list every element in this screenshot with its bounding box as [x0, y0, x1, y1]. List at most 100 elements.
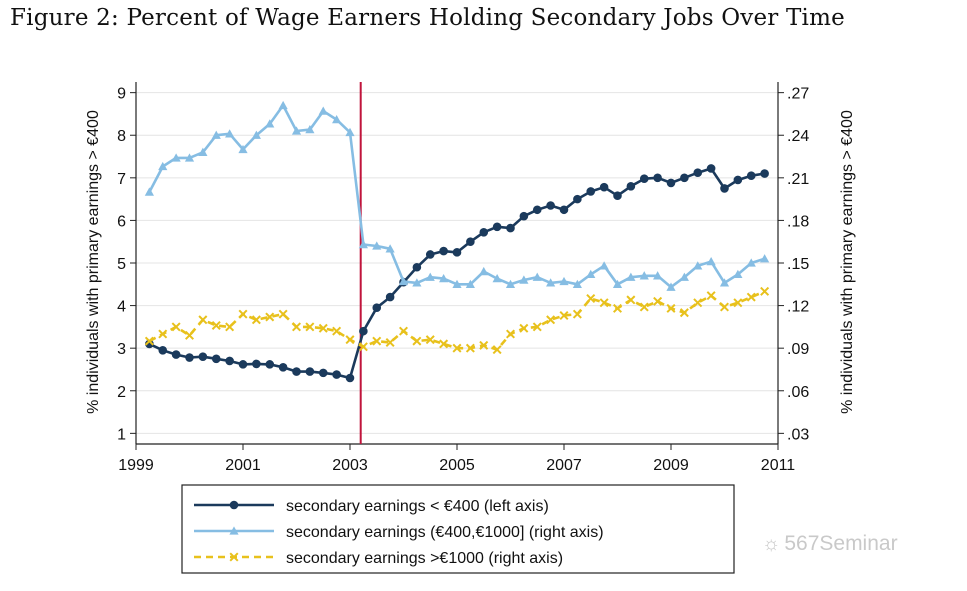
series-2 — [144, 100, 770, 291]
data-point — [238, 144, 248, 154]
data-point — [492, 222, 502, 232]
series-1 — [145, 164, 769, 383]
data-point — [760, 286, 770, 296]
data-point — [238, 309, 248, 319]
y-axis-label-left: % individuals with primary earnings > €4… — [85, 110, 102, 414]
data-point-stroke — [653, 296, 663, 306]
data-point — [211, 354, 221, 364]
data-point-stroke — [265, 312, 275, 322]
data-point — [158, 329, 168, 339]
data-point-stroke — [666, 303, 676, 313]
data-point-stroke — [198, 315, 208, 325]
data-point — [372, 336, 382, 346]
data-point — [358, 239, 368, 249]
data-point-stroke — [158, 329, 168, 339]
y-tick-label-right: .03 — [787, 426, 809, 443]
data-point — [372, 241, 382, 250]
data-point — [559, 276, 569, 286]
y-tick-label-right: .09 — [787, 341, 809, 358]
data-point — [385, 244, 395, 253]
data-point — [345, 335, 355, 345]
data-point-stroke — [612, 303, 623, 313]
data-point-stroke — [719, 302, 730, 312]
data-point — [225, 129, 235, 138]
data-point-stroke — [439, 339, 449, 349]
data-point-stroke — [452, 343, 462, 353]
data-point — [251, 130, 261, 139]
data-point — [492, 274, 502, 283]
data-point — [345, 127, 355, 137]
data-point-stroke — [385, 337, 395, 348]
data-point-stroke — [358, 342, 368, 352]
data-point — [479, 340, 489, 350]
data-point — [278, 309, 288, 319]
data-point — [265, 360, 275, 369]
watermark-text: 567Seminar — [784, 532, 898, 555]
data-point — [265, 119, 275, 128]
y-axis-label-right: % individuals with primary earnings > €4… — [839, 110, 856, 414]
series-layer — [144, 82, 770, 444]
data-point — [229, 552, 239, 562]
data-point — [706, 291, 716, 301]
data-point — [733, 175, 743, 185]
data-point — [693, 298, 703, 308]
data-point-stroke — [639, 302, 649, 312]
data-point — [332, 115, 342, 124]
data-point — [305, 322, 315, 332]
data-point — [746, 292, 756, 302]
data-point — [278, 363, 288, 372]
data-point — [358, 342, 368, 352]
data-point — [171, 153, 181, 162]
legend-label: secondary earnings < €400 (left axis) — [286, 498, 549, 515]
data-point-stroke — [332, 326, 342, 336]
data-point-stroke — [679, 308, 689, 318]
data-point-stroke — [184, 330, 195, 340]
data-point-stroke — [746, 292, 756, 302]
data-point — [519, 323, 529, 333]
data-point — [439, 274, 449, 283]
data-point — [332, 326, 342, 336]
data-point — [693, 168, 703, 178]
data-point-stroke — [398, 326, 409, 336]
data-point — [252, 359, 261, 369]
data-point — [639, 271, 649, 280]
data-point — [505, 279, 516, 288]
y-tick-label-right: .24 — [787, 128, 809, 145]
y-tick-label-left: 9 — [117, 86, 126, 103]
data-point — [546, 201, 555, 210]
data-point — [559, 311, 569, 321]
data-point — [251, 315, 261, 325]
data-point — [679, 272, 689, 281]
data-point — [465, 343, 475, 353]
y-tick-label-right: .27 — [787, 86, 809, 103]
y-tick-label-left: 4 — [117, 299, 126, 316]
data-point-stroke — [425, 335, 435, 345]
data-point — [666, 282, 676, 291]
data-point-stroke — [599, 298, 609, 308]
data-point — [385, 292, 395, 302]
data-point — [345, 373, 355, 383]
data-point — [532, 272, 542, 281]
legend-label: secondary earnings >€1000 (right axis) — [286, 550, 563, 567]
data-point — [519, 275, 529, 284]
data-point — [586, 187, 596, 196]
y-tick-label-left: 6 — [117, 213, 126, 230]
data-point — [452, 248, 462, 257]
data-point — [425, 272, 435, 281]
axes-layer: 1 2 3 4 5 6 7 8 9 .03 .06 .09 .12 .15 .18 .21 .24 .27 1999… — [117, 82, 809, 474]
x-tick-label: 2001 — [225, 457, 261, 474]
data-point — [532, 205, 542, 215]
series-3 — [144, 286, 770, 355]
data-point — [229, 500, 239, 510]
data-point — [292, 367, 301, 376]
data-point — [653, 173, 662, 183]
data-point — [733, 269, 743, 279]
x-tick-label: 2003 — [332, 457, 368, 474]
data-point-stroke — [572, 309, 582, 319]
data-point — [706, 256, 716, 266]
data-point — [452, 279, 462, 288]
data-point — [452, 343, 462, 353]
data-point — [211, 320, 221, 330]
data-point — [626, 182, 636, 191]
